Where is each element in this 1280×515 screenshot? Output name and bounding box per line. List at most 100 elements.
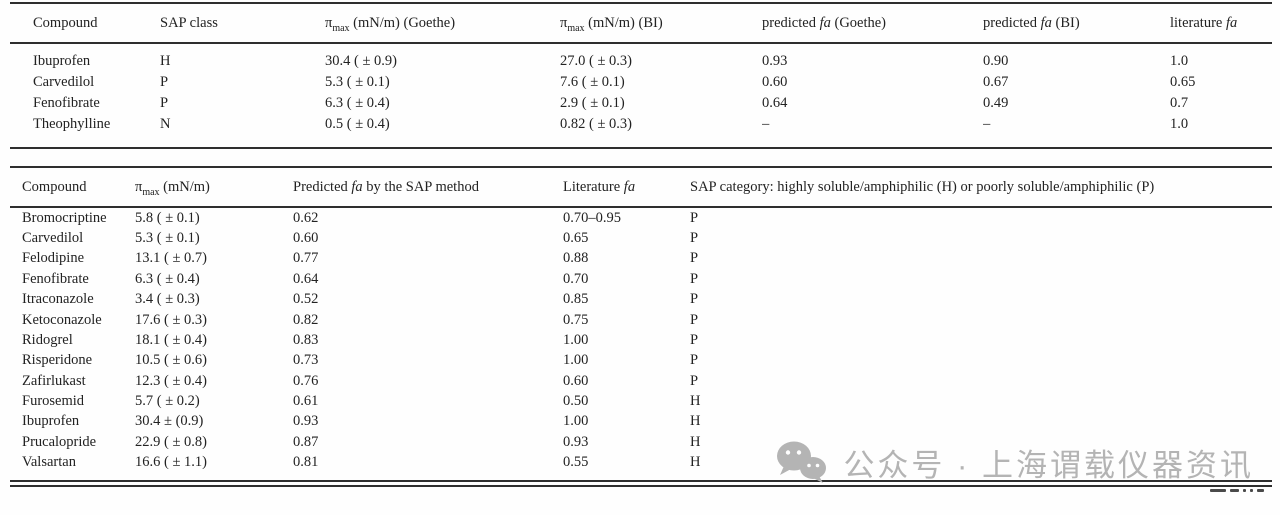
table-cell: 0.93 xyxy=(762,53,788,69)
table-cell: Zafirlukast xyxy=(22,372,86,389)
table-cell: P xyxy=(690,250,699,267)
watermark: 公众号 · 上海谓载仪器资讯 xyxy=(774,438,1254,486)
table-cell: 3.4 ( ± 0.3) xyxy=(135,291,200,308)
table-cell: 0.93 xyxy=(563,433,589,450)
table-cell: P xyxy=(160,74,169,90)
table-cell: 0.61 xyxy=(293,393,319,410)
table-cell: 1.00 xyxy=(563,413,589,430)
table-cell: Felodipine xyxy=(22,250,85,267)
table-row: Prucalopride 22.9 ( ± 0.8) 0.87 0.93 H xyxy=(10,432,1272,452)
table-cell: 0.82 xyxy=(293,311,319,328)
table-cell: 0.70–0.95 xyxy=(563,209,621,226)
table-cell: 0.85 xyxy=(563,291,589,308)
table-cell: 0.75 xyxy=(563,311,589,328)
col-predicted-fa-goethe: predicted fa (Goethe) xyxy=(762,15,887,31)
table-row: Bromocriptine 5.8 ( ± 0.1) 0.62 0.70–0.95 P xyxy=(10,207,1272,228)
table-2-body: Bromocriptine 5.8 ( ± 0.1) 0.62 0.70–0.95 P C… xyxy=(10,207,1272,480)
table-cell: 0.90 xyxy=(983,53,1009,69)
table-cell: P xyxy=(690,311,699,328)
table-cell: P xyxy=(690,352,699,369)
table-cell: 0.50 xyxy=(563,393,589,410)
table-2-wrapper: Compound πmax (mN/m) Predicted fa by the… xyxy=(10,166,1272,488)
col-literature-fa: literature fa xyxy=(1170,15,1238,31)
table-cell: Carvedilol xyxy=(22,230,84,247)
table-cell: 0.49 xyxy=(983,95,1009,111)
table-row: Furosemid 5.7 ( ± 0.2) 0.61 0.50 H xyxy=(10,391,1272,411)
table-cell: Theophylline xyxy=(33,116,111,132)
table-cell: H xyxy=(690,433,701,450)
table-cell: 0.60 xyxy=(762,74,788,90)
table-cell: Valsartan xyxy=(22,454,76,471)
table-cell: 0.52 xyxy=(293,291,319,308)
table-cell: P xyxy=(690,331,699,348)
table-cell: 6.3 ( ± 0.4) xyxy=(135,270,200,287)
table-cell: 1.0 xyxy=(1170,53,1189,69)
table-cell: 0.77 xyxy=(293,250,319,267)
table-row: Carvedilol P 5.3 ( ± 0.1) 7.6 ( ± 0.1) 0.60 0… xyxy=(10,72,1272,93)
table-cell: Ibuprofen xyxy=(33,53,91,69)
table-cell: N xyxy=(160,116,171,132)
table-cell: 1.0 xyxy=(1170,116,1189,132)
table-cell: 5.7 ( ± 0.2) xyxy=(135,393,200,410)
table-cell: 5.3 ( ± 0.1) xyxy=(325,74,390,90)
header-row: Compound πmax (mN/m) Predicted fa by the… xyxy=(10,167,1272,207)
table-cell: 0.88 xyxy=(563,250,589,267)
table-cell: Bromocriptine xyxy=(22,209,107,226)
table-cell: 5.8 ( ± 0.1) xyxy=(135,209,200,226)
col-pi-max-bi: πmax (mN/m) (BI) xyxy=(560,15,663,34)
table-cell: 0.65 xyxy=(1170,74,1196,90)
table-cell: 0.83 xyxy=(293,331,319,348)
surface-pressure-validation-table: Compound SAP class πmax (mN/m) (Goethe) … xyxy=(10,2,1272,149)
table-cell: H xyxy=(690,454,701,471)
table-cell: Fenofibrate xyxy=(22,270,89,287)
table-cell: P xyxy=(160,95,169,111)
table-cell: P xyxy=(690,270,699,287)
table-row: Ridogrel 18.1 ( ± 0.4) 0.83 1.00 P xyxy=(10,330,1272,350)
table-cell: H xyxy=(690,393,701,410)
watermark-text: 公众号 · 上海谓载仪器资讯 xyxy=(843,447,1254,483)
table-cell: 18.1 ( ± 0.4) xyxy=(135,331,207,348)
table-cell: 0.5 ( ± 0.4) xyxy=(325,116,390,132)
table-cell: Furosemid xyxy=(22,393,85,410)
wechat-icon xyxy=(777,441,827,483)
col-predicted-fa-sap: Predicted fa by the SAP method xyxy=(293,179,479,195)
table-cell: Risperidone xyxy=(22,352,93,369)
table-cell: 0.82 ( ± 0.3) xyxy=(560,116,632,132)
table-row: Fenofibrate P 6.3 ( ± 0.4) 2.9 ( ± 0.1) 0.64… xyxy=(10,93,1272,114)
col-pi-max-goethe: πmax (mN/m) (Goethe) xyxy=(325,15,456,34)
table-cell: 22.9 ( ± 0.8) xyxy=(135,433,207,450)
col-pi-max: πmax (mN/m) xyxy=(135,179,210,198)
table-1-header: Compound SAP class πmax (mN/m) (Goethe) … xyxy=(10,3,1272,43)
table-cell: 0.55 xyxy=(563,454,589,471)
table-row: Carvedilol 5.3 ( ± 0.1) 0.60 0.65 P xyxy=(10,228,1272,248)
table-cell: – xyxy=(983,116,991,132)
table-2-header: Compound πmax (mN/m) Predicted fa by the… xyxy=(10,167,1272,207)
table-cell: Itraconazole xyxy=(22,291,94,308)
table-cell: 0.87 xyxy=(293,433,319,450)
table-row: Risperidone 10.5 ( ± 0.6) 0.73 1.00 P xyxy=(10,351,1272,371)
table-cell: P xyxy=(690,230,699,247)
table-cell: H xyxy=(690,413,701,430)
table-cell: P xyxy=(690,209,699,226)
table-cell: 0.62 xyxy=(293,209,319,226)
sap-method-prediction-table: Compound πmax (mN/m) Predicted fa by the… xyxy=(10,166,1272,480)
table-2-bottom-rule xyxy=(10,480,1272,488)
table-row: Theophylline N 0.5 ( ± 0.4) 0.82 ( ± 0.3) – –… xyxy=(10,114,1272,148)
table-row: Fenofibrate 6.3 ( ± 0.4) 0.64 0.70 P xyxy=(10,269,1272,289)
table-cell: 0.81 xyxy=(293,454,319,471)
table-cell: Carvedilol xyxy=(33,74,95,90)
scan-artifact xyxy=(1210,489,1264,492)
table-cell: Prucalopride xyxy=(22,433,97,450)
table-row: Ibuprofen 30.4 ± (0.9) 0.93 1.00 H xyxy=(10,412,1272,432)
table-cell: 7.6 ( ± 0.1) xyxy=(560,74,625,90)
table-cell: P xyxy=(690,372,699,389)
col-sap-category: SAP category: highly soluble/amphiphilic… xyxy=(690,179,1155,195)
col-literature-fa: Literature fa xyxy=(563,179,636,195)
col-sap-class: SAP class xyxy=(160,15,218,31)
table-cell: 2.9 ( ± 0.1) xyxy=(560,95,625,111)
table-row: Ibuprofen H 30.4 ( ± 0.9) 27.0 ( ± 0.3) 0.93… xyxy=(10,43,1272,72)
table-cell: 0.93 xyxy=(293,413,319,430)
table-row: Zafirlukast 12.3 ( ± 0.4) 0.76 0.60 P xyxy=(10,371,1272,391)
table-cell: 0.64 xyxy=(762,95,788,111)
table-cell: – xyxy=(762,116,770,132)
